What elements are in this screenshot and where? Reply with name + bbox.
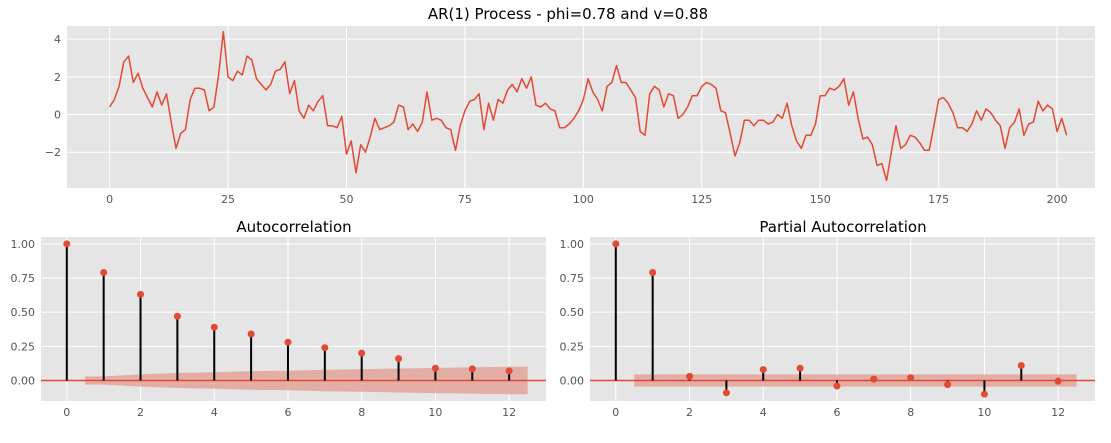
acf-point <box>100 269 108 277</box>
acf-point <box>63 240 71 248</box>
pacf-ytick-label: 0.25 <box>560 340 585 353</box>
acf-point <box>431 364 439 372</box>
acf-xtick-label: 0 <box>63 406 70 419</box>
acf-point <box>468 365 476 373</box>
acf-point <box>247 330 255 338</box>
pacf-point <box>796 364 804 372</box>
pacf-xtick-label: 0 <box>612 406 619 419</box>
pacf-point <box>612 240 620 248</box>
pacf-ytick-label: 0.00 <box>560 375 585 388</box>
ts-xtick-label: 200 <box>1047 193 1068 206</box>
pacf-tick-labels: 0 2 4 6 8 10 12 0.00 0.25 0.50 0.75 1.00 <box>560 238 1066 419</box>
ts-xtick-label: 150 <box>810 193 831 206</box>
pacf-point <box>907 374 915 382</box>
pacf-ytick-label: 1.00 <box>560 238 585 251</box>
ts-xtick-label: 100 <box>573 193 594 206</box>
pacf-plot-area <box>590 237 1095 401</box>
pacf-ytick-label: 0.50 <box>560 306 585 319</box>
acf-point <box>284 338 292 346</box>
acf-point <box>321 344 329 352</box>
ts-xtick-label: 175 <box>928 193 949 206</box>
pacf-point <box>1017 361 1025 369</box>
pacf-point <box>833 382 841 390</box>
acf-ytick-label: 1.00 <box>11 238 36 251</box>
pacf-title: Partial Autocorrelation <box>759 218 926 236</box>
ts-series <box>108 30 1068 182</box>
ts-xtick-label: 75 <box>458 193 472 206</box>
pacf-xtick-label: 10 <box>977 406 991 419</box>
pacf-point <box>686 372 694 380</box>
pacf-xtick-label: 2 <box>686 406 693 419</box>
acf-point <box>395 355 403 363</box>
acf-xtick-label: 10 <box>428 406 442 419</box>
acf-ytick-label: 0.75 <box>11 272 36 285</box>
ts-tick-labels: 0 25 50 75 100 125 150 175 200 −2 0 2 4 <box>45 33 1068 206</box>
acf-point <box>505 367 513 375</box>
pacf-point <box>870 375 878 383</box>
acf-point <box>173 312 181 320</box>
ts-ytick-label: 0 <box>54 109 61 122</box>
ts-xtick-label: 25 <box>221 193 235 206</box>
ts-ytick-label: −2 <box>45 146 61 159</box>
acf-xtick-label: 4 <box>211 406 218 419</box>
ts-xtick-label: 125 <box>691 193 712 206</box>
ts-line <box>108 30 1068 182</box>
acf-title: Autocorrelation <box>236 218 351 236</box>
pacf-xtick-label: 4 <box>760 406 767 419</box>
ts-ytick-label: 4 <box>54 33 61 46</box>
pacf-point <box>759 366 767 374</box>
acf-ytick-label: 0.25 <box>11 340 36 353</box>
ts-xtick-label: 0 <box>106 193 113 206</box>
pacf-point <box>1054 377 1062 385</box>
pacf-point <box>722 389 730 397</box>
acf-ytick-label: 0.50 <box>11 306 36 319</box>
pacf-point <box>944 381 952 389</box>
acf-point <box>358 349 366 357</box>
pacf-xtick-label: 12 <box>1051 406 1065 419</box>
ts-gridlines <box>67 26 1095 188</box>
ts-panel: AR(1) Process - phi=0.78 and v=0.88 0 25 5… <box>45 5 1095 206</box>
acf-ytick-label: 0.00 <box>11 375 36 388</box>
acf-point <box>210 323 218 331</box>
pacf-ytick-label: 0.75 <box>560 272 585 285</box>
pacf-point <box>980 390 988 398</box>
pacf-xtick-label: 6 <box>833 406 840 419</box>
acf-stems <box>41 240 546 395</box>
pacf-stems <box>590 240 1095 398</box>
acf-xtick-label: 2 <box>137 406 144 419</box>
acf-panel: Autocorrelation 0 2 4 6 8 10 12 0.00 0.25 0.50 0.7… <box>11 218 546 419</box>
acf-xtick-label: 6 <box>284 406 291 419</box>
acf-xtick-label: 8 <box>358 406 365 419</box>
ts-title: AR(1) Process - phi=0.78 and v=0.88 <box>428 5 708 23</box>
ts-ytick-label: 2 <box>54 71 61 84</box>
pacf-point <box>649 269 657 277</box>
acf-point <box>137 290 145 298</box>
acf-xtick-label: 12 <box>502 406 516 419</box>
acf-tick-labels: 0 2 4 6 8 10 12 0.00 0.25 0.50 0.75 1.00 <box>11 238 517 419</box>
pacf-xtick-label: 8 <box>907 406 914 419</box>
ts-xtick-label: 50 <box>340 193 354 206</box>
pacf-panel: Partial Autocorrelation 0 2 4 6 8 10 12 0.00 0.2… <box>560 218 1095 419</box>
